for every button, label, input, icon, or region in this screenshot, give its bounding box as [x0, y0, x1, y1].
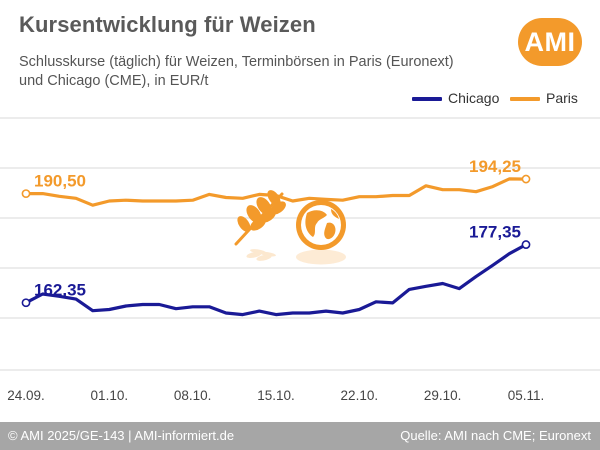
grid-lines	[0, 117, 600, 371]
ami-logo: AMI	[518, 18, 582, 66]
series-lines	[21, 174, 531, 317]
legend-chicago: Chicago	[412, 90, 499, 110]
point-chicago-30	[521, 240, 531, 249]
globe-icon	[296, 200, 346, 250]
point-paris-0	[21, 189, 31, 198]
x-tick-label-5: 29.10.	[424, 388, 462, 403]
legend-paris: Paris	[510, 90, 578, 110]
x-tick-label-1: 01.10.	[91, 388, 129, 403]
series-line-chicago	[24, 243, 528, 317]
wheat-icon-reflection	[246, 249, 276, 261]
chart-subtitle: Schlusskurse (täglich) für Weizen, Termi…	[19, 54, 454, 89]
x-tick-label-2: 08.10.	[174, 388, 212, 403]
x-tick-label-6: 05.11.	[508, 388, 545, 403]
x-tick-label-3: 15.10.	[257, 388, 295, 403]
data-label-chicago-30: 177,35	[469, 223, 521, 242]
footer-source: Quelle: AMI nach CME; Euronext	[400, 428, 591, 443]
series-line-paris	[24, 177, 528, 207]
point-paris-30	[521, 174, 531, 184]
data-label-paris-30: 194,25	[469, 157, 521, 176]
x-axis-ticks: 24.09. 01.10. 08.10. 15.10. 22.10. 29.10. 05.1…	[7, 388, 544, 403]
x-tick-label-4: 22.10.	[341, 388, 379, 403]
globe-icon-reflection	[296, 249, 346, 265]
legend-chicago-label: Chicago	[448, 90, 500, 106]
point-chicago-0	[21, 298, 31, 308]
data-label-paris-0: 190,50	[34, 172, 86, 191]
legend-paris-swatch	[510, 97, 540, 102]
data-label-chicago-0: 162,35	[34, 281, 86, 300]
legend-chicago-swatch	[412, 97, 442, 102]
footer-copyright: © AMI 2025/GE-143 | AMI-informiert.de	[8, 428, 235, 443]
footer-bar: © AMI 2025/GE-143 | AMI-informiert.de Qu…	[0, 422, 600, 450]
x-tick-label-0: 24.09.	[7, 388, 45, 403]
line-chart: 162,35 177,35 190,50 194,25 24.09. 01.10. 08.…	[0, 117, 600, 403]
chart-title: Kursentwicklung für Weizen	[19, 12, 316, 37]
data-labels: 162,35 177,35 190,50 194,25	[34, 157, 521, 300]
legend-paris-label: Paris	[546, 90, 578, 106]
